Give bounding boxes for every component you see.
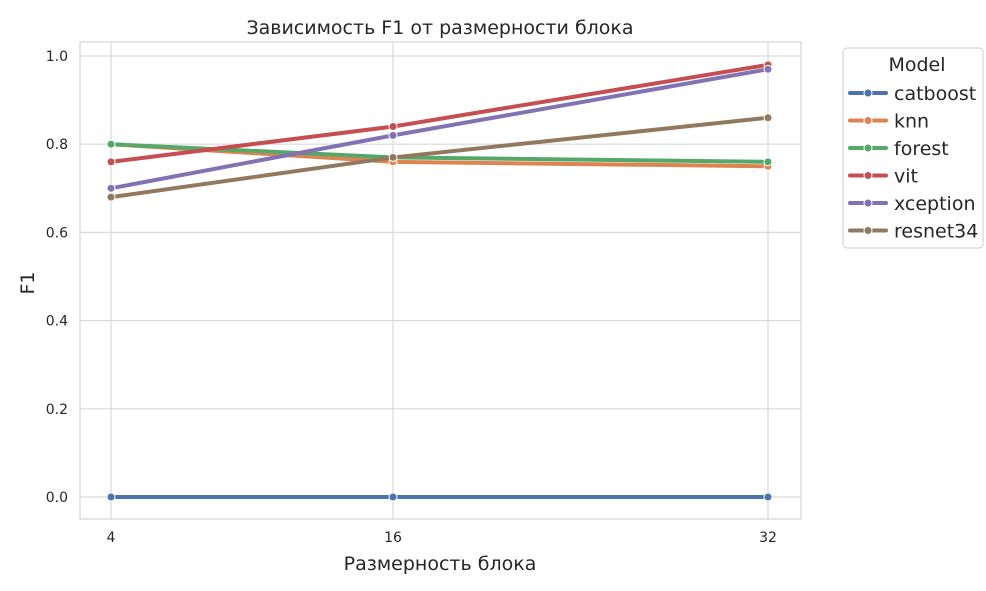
legend-items: catboost knn forest vit xception resnet34 (848, 83, 978, 243)
legend-marker (863, 143, 873, 153)
data-point (388, 130, 398, 140)
legend-frame (842, 47, 984, 249)
legend-item: forest (848, 138, 949, 160)
legend-item: resnet34 (848, 221, 978, 243)
y-tick-label: 0.2 (46, 402, 68, 418)
legend-marker (863, 198, 873, 208)
legend-label: xception (894, 193, 976, 215)
ticks: 4 16 32 0.0 0.2 0.4 0.6 0.8 1.0 (46, 49, 777, 546)
plot-area (79, 41, 802, 520)
legend-marker (863, 171, 873, 180)
y-axis-label: F1 (17, 271, 39, 294)
y-tick-label: 1.0 (46, 49, 68, 65)
data-point (106, 139, 116, 149)
chart-title: Зависимость F1 от размерности блока (246, 17, 633, 39)
data-point (763, 157, 773, 167)
data-point (763, 64, 773, 74)
legend-item: knn (848, 111, 929, 133)
legend-label: catboost (894, 83, 976, 105)
legend-label: knn (894, 111, 929, 133)
data-point (388, 492, 398, 502)
x-tick-label: 16 (384, 530, 402, 546)
series-resnet34 (106, 113, 773, 202)
data-point (763, 492, 773, 502)
legend-label: resnet34 (894, 221, 978, 243)
y-tick-label: 0.6 (46, 225, 68, 241)
legend: Model catboost knn forest vit xception resnet… (842, 47, 984, 249)
legend-item: catboost (848, 83, 976, 105)
data-point (106, 192, 116, 202)
series-catboost (106, 492, 773, 502)
data-point (106, 157, 116, 167)
legend-label: forest (894, 138, 949, 160)
y-tick-label: 0.0 (46, 490, 68, 506)
legend-label: vit (894, 166, 918, 188)
data-point (106, 492, 116, 502)
legend-marker (863, 226, 873, 235)
legend-marker (863, 116, 873, 125)
x-tick-label: 4 (107, 530, 116, 546)
series-layer (106, 60, 773, 502)
y-tick-label: 0.4 (46, 314, 68, 330)
legend-item: vit (848, 166, 918, 188)
legend-item: xception (848, 193, 976, 215)
legend-title: Model (888, 54, 945, 76)
data-point (763, 113, 773, 123)
data-point (388, 152, 398, 162)
series-xception (106, 64, 773, 193)
x-tick-label: 32 (759, 530, 777, 546)
data-point (106, 183, 116, 193)
x-axis-label: Размерность блока (344, 553, 537, 575)
data-point (388, 122, 398, 132)
legend-marker (863, 88, 873, 98)
y-tick-label: 0.8 (46, 137, 68, 153)
